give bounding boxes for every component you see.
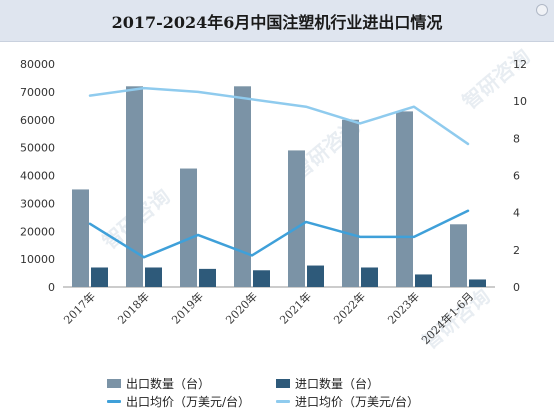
bar-import-qty: [91, 267, 108, 287]
bar-import-qty: [253, 270, 270, 287]
y-right-tick-label: 6: [513, 170, 520, 183]
bar-import-qty: [415, 274, 432, 287]
bar-import-qty: [361, 267, 378, 287]
bar-export-qty: [126, 86, 143, 287]
legend-swatch-export-price: [107, 400, 121, 403]
y-right-tick-label: 4: [513, 207, 520, 220]
y-left-tick-label: 10000: [20, 253, 55, 266]
legend-label-export-qty: 出口数量（台）: [126, 377, 211, 391]
bar-export-qty: [72, 189, 89, 287]
bar-import-qty: [307, 265, 324, 287]
legend-swatch-import-qty: [276, 379, 290, 388]
y-left-tick-label: 0: [48, 281, 55, 294]
x-tick-label: 2022年: [331, 289, 368, 326]
bar-import-qty: [199, 268, 216, 287]
bar-export-qty: [396, 111, 413, 287]
legend-swatch-export-qty: [107, 379, 121, 388]
y-left-tick-label: 50000: [20, 142, 55, 155]
legend-swatch-import-price: [276, 400, 290, 403]
bar-export-qty: [180, 168, 197, 287]
y-left-tick-label: 60000: [20, 114, 55, 127]
y-right-tick-label: 2: [513, 244, 520, 257]
x-tick-label: 2021年: [277, 289, 314, 326]
legend: 出口数量（台） 进口数量（台） 出口均价（万美元/台） 进口均价（万美元/台）: [0, 372, 554, 409]
y-right-tick-label: 8: [513, 132, 520, 145]
legend-label-import-qty: 进口数量（台）: [295, 377, 380, 391]
legend-item-export-price: 出口均价（万美元/台）: [107, 393, 250, 410]
chart-area: 智研咨询智研咨询智研咨询智研咨询 01000020000300004000050…: [20, 44, 534, 354]
y-left-tick-label: 40000: [20, 170, 55, 183]
x-tick-label: 2023年: [385, 289, 422, 326]
y-left-tick-label: 30000: [20, 197, 55, 210]
bar-export-qty: [288, 150, 305, 287]
bar-export-qty: [450, 224, 467, 287]
line-import-price: [88, 86, 470, 146]
x-tick-label: 2019年: [169, 289, 206, 326]
x-tick-label: 2017年: [61, 289, 98, 326]
bar-export-qty: [234, 86, 251, 287]
chart-title: 2017-2024年6月中国注塑机行业进出口情况: [111, 13, 443, 32]
y-left-tick-label: 70000: [20, 86, 55, 99]
legend-label-export-price: 出口均价（万美元/台）: [126, 395, 251, 409]
bar-import-qty: [145, 267, 162, 287]
y-right-tick-label: 10: [513, 95, 527, 108]
y-left-tick-label: 20000: [20, 225, 55, 238]
y-right-tick-label: 0: [513, 281, 520, 294]
bar-export-qty: [342, 119, 359, 287]
y-right-tick-label: 12: [513, 58, 527, 71]
lines: [88, 86, 470, 259]
legend-item-import-price: 进口均价（万美元/台）: [276, 393, 419, 410]
y-left-tick-label: 80000: [20, 58, 55, 71]
bar-import-qty: [469, 279, 486, 287]
legend-item-export-qty: 出口数量（台）: [107, 375, 210, 392]
legend-label-import-price: 进口均价（万美元/台）: [295, 395, 420, 409]
line-export-price: [88, 209, 470, 259]
x-tick-label: 2020年: [223, 289, 260, 326]
bars: [72, 86, 486, 287]
title-bar: 2017-2024年6月中国注塑机行业进出口情况: [0, 0, 554, 42]
x-tick-label: 2018年: [115, 289, 152, 326]
legend-item-import-qty: 进口数量（台）: [276, 375, 379, 392]
title-corner-icon: [536, 4, 548, 16]
